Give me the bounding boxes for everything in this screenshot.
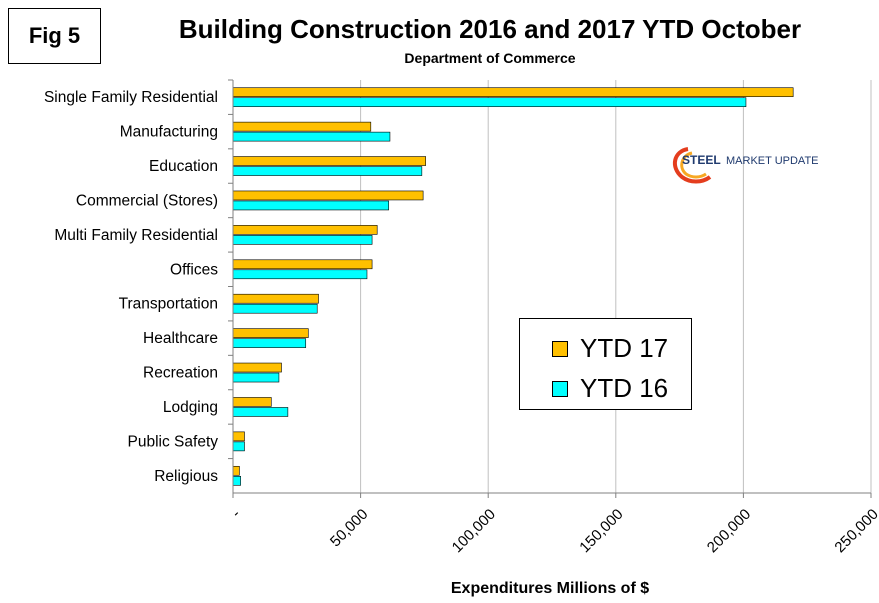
bar-ytd17 xyxy=(232,328,309,338)
category-label: Healthcare xyxy=(143,330,218,347)
category-label: Multi Family Residential xyxy=(54,227,218,244)
bar-ytd16 xyxy=(232,475,241,486)
bar-ytd16 xyxy=(232,166,423,176)
x-tick-label: 100,000 xyxy=(449,506,499,556)
x-tick-label: - xyxy=(228,506,244,522)
bar-ytd17 xyxy=(232,431,245,442)
legend: YTD 17 YTD 16 xyxy=(519,318,692,410)
bar-ytd16 xyxy=(232,97,747,108)
category-label: Lodging xyxy=(163,399,218,416)
bar-ytd16 xyxy=(232,303,318,314)
bar-ytd16 xyxy=(232,372,280,383)
bar-ytd16 xyxy=(232,441,245,452)
bar-ytd17 xyxy=(232,397,272,407)
bar-ytd17 xyxy=(232,156,426,166)
chart-title: Building Construction 2016 and 2017 YTD … xyxy=(178,14,802,44)
category-label: Religious xyxy=(154,468,218,485)
legend-item-ytd16: YTD 16 xyxy=(552,373,668,404)
bar-ytd16 xyxy=(232,235,373,245)
x-tick-label: 200,000 xyxy=(704,506,754,556)
bar-ytd17 xyxy=(232,465,240,476)
logo-text-rest: MARKET UPDATE xyxy=(726,155,819,167)
bar-ytd16 xyxy=(232,131,391,142)
logo-arc-orange xyxy=(680,151,707,179)
steel-market-update-logo: STEEL MARKET UPDATE xyxy=(668,143,838,187)
category-label: Single Family Residential xyxy=(44,89,218,106)
bar-ytd17 xyxy=(232,362,282,373)
axes xyxy=(228,79,872,498)
legend-swatch-ytd17 xyxy=(552,340,568,357)
logo-text-bold: STEEL xyxy=(682,153,721,167)
category-label: Manufacturing xyxy=(120,124,218,141)
legend-swatch-ytd16 xyxy=(552,380,568,397)
bar-ytd17 xyxy=(232,87,794,98)
x-tick-label: 250,000 xyxy=(831,506,879,556)
x-tick-label: 150,000 xyxy=(576,506,626,556)
category-label: Public Safety xyxy=(128,433,219,450)
legend-label-ytd16: YTD 16 xyxy=(580,373,669,403)
category-label: Commercial (Stores) xyxy=(76,192,218,209)
category-label: Offices xyxy=(170,261,218,278)
bar-ytd16 xyxy=(232,407,289,417)
bar-ytd16 xyxy=(232,269,368,280)
category-labels: Single Family Residential Manufacturing Ed… xyxy=(44,89,218,485)
bar-ytd17 xyxy=(232,225,378,235)
chart-subtitle: Department of Commerce xyxy=(404,50,576,66)
bar-ytd17 xyxy=(232,259,373,270)
bar-ytd16 xyxy=(232,338,307,348)
logo-arc-red xyxy=(672,147,712,184)
category-label: Recreation xyxy=(143,365,218,382)
gridlines xyxy=(360,80,872,493)
x-tick-label: 50,000 xyxy=(327,506,371,550)
bar-ytd17 xyxy=(232,293,319,304)
bar-ytd16 xyxy=(232,200,389,211)
legend-item-ytd17: YTD 17 xyxy=(552,333,668,364)
bar-ytd17 xyxy=(232,121,372,132)
category-label: Transportation xyxy=(119,296,218,313)
x-axis-label: Expenditures Millions of $ xyxy=(450,580,650,597)
tick-labels: - 50,000 100,000 150,000 200,000 250,000 xyxy=(228,506,879,556)
bar-ytd17 xyxy=(232,190,424,201)
figure-label: Fig 5 xyxy=(8,8,101,64)
category-label: Education xyxy=(149,158,218,175)
legend-label-ytd17: YTD 17 xyxy=(580,333,669,363)
